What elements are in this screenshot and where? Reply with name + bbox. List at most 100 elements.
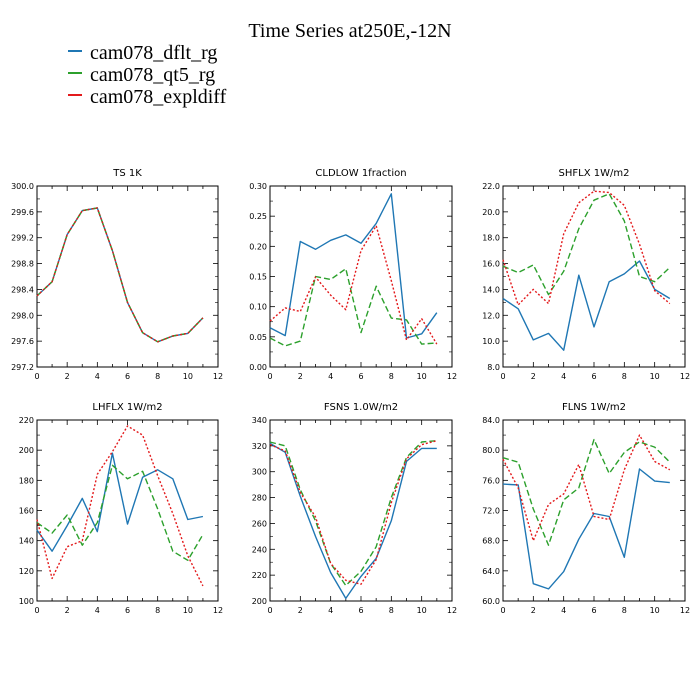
x-tick-label: 6 [358, 372, 363, 381]
legend-label-dflt: cam078_dflt_rg [90, 42, 218, 64]
x-tick-label: 8 [622, 606, 627, 615]
x-tick-label: 10 [183, 372, 193, 381]
x-tick-label: 4 [561, 606, 566, 615]
y-tick-label: 297.2 [11, 363, 34, 372]
x-tick-label: 2 [531, 372, 536, 381]
chart-title: Time Series at250E,-12N [248, 20, 452, 42]
panel-ts: TS 1K 0 2 4 6 8 10 12 297.2 297.6 298.0 298.4 298.8 2… [11, 168, 223, 381]
y-tick-label: 260 [252, 519, 267, 528]
panel-lhflx: LHFLX 1W/m2 0 2 4 6 8 10 12 100 120 140 160 180 200 22… [19, 402, 223, 615]
series-line-expldiff [36, 425, 204, 587]
y-tick-label: 68.0 [482, 537, 500, 546]
y-tick-label: 0.05 [249, 333, 267, 342]
y-tick-label: 299.2 [11, 234, 34, 243]
y-tick-label: 60.0 [482, 597, 500, 606]
y-tick-label: 200 [252, 597, 267, 606]
panel-title: TS 1K [112, 168, 142, 179]
series-line-expldiff [269, 440, 437, 585]
x-tick-label: 8 [389, 372, 394, 381]
y-tick-label: 0.00 [249, 363, 267, 372]
y-tick-label: 298.0 [11, 311, 34, 320]
plot-frame [36, 419, 219, 602]
series-line-expldiff [269, 225, 438, 345]
x-tick-label: 0 [267, 372, 272, 381]
y-tick-label: 100 [19, 597, 34, 606]
panel-title: FSNS 1.0W/m2 [324, 402, 398, 413]
y-tick-label: 76.0 [482, 476, 500, 485]
x-tick-label: 12 [680, 606, 690, 615]
series-line-dflt [269, 442, 437, 600]
y-tick-label: 298.8 [11, 260, 34, 269]
y-tick-label: 0.15 [249, 273, 267, 282]
x-tick-label: 2 [298, 372, 303, 381]
y-tick-label: 0.20 [249, 242, 267, 251]
x-tick-label: 12 [447, 372, 457, 381]
y-tick-label: 298.4 [11, 285, 34, 294]
y-tick-label: 8.0 [487, 363, 500, 372]
x-tick-label: 12 [213, 372, 223, 381]
y-tick-label: 280 [252, 494, 267, 503]
plot-frame [502, 185, 686, 368]
y-tick-label: 340 [252, 416, 267, 425]
legend-label-qt5: cam078_qt5_rg [90, 64, 216, 86]
y-tick-label: 300 [252, 468, 267, 477]
y-tick-label: 180 [19, 476, 34, 485]
x-tick-label: 10 [650, 606, 660, 615]
panel-shflx: SHFLX 1W/m2 0 2 4 6 8 10 12 8.0 10.0 12.0 14.0 16.0 1… [482, 168, 690, 381]
y-tick-label: 120 [19, 567, 34, 576]
x-tick-label: 10 [183, 606, 193, 615]
y-tick-label: 299.6 [11, 208, 34, 217]
panel-fsns: FSNS 1.0W/m2 0 2 4 6 8 10 12 200 220 240 260 280 300 3… [252, 402, 457, 615]
y-tick-label: 72.0 [482, 507, 500, 516]
x-tick-label: 10 [417, 606, 427, 615]
y-tick-label: 200 [19, 446, 34, 455]
x-tick-label: 8 [155, 606, 160, 615]
y-tick-label: 297.6 [11, 337, 34, 346]
y-tick-label: 14.0 [482, 285, 500, 294]
legend-swatch-expldiff [68, 94, 82, 96]
x-tick-label: 6 [125, 372, 130, 381]
x-tick-label: 4 [328, 372, 333, 381]
x-tick-label: 4 [328, 606, 333, 615]
legend-item-qt5: cam078_qt5_rg [68, 64, 226, 86]
x-tick-label: 8 [389, 606, 394, 615]
y-tick-label: 240 [252, 545, 267, 554]
panel-title: LHFLX 1W/m2 [92, 402, 162, 413]
y-tick-label: 10.0 [482, 337, 500, 346]
y-tick-label: 140 [19, 537, 34, 546]
series-line-expldiff [36, 207, 204, 343]
y-tick-label: 80.0 [482, 446, 500, 455]
x-tick-label: 2 [65, 606, 70, 615]
legend-item-dflt: cam078_dflt_rg [68, 42, 226, 64]
series-line-dflt [36, 452, 204, 552]
x-tick-label: 0 [500, 372, 505, 381]
y-tick-label: 0.30 [249, 182, 267, 191]
x-tick-label: 4 [561, 372, 566, 381]
y-tick-label: 20.0 [482, 208, 500, 217]
x-tick-label: 6 [591, 372, 596, 381]
panel-flns: FLNS 1W/m2 0 2 4 6 8 10 12 60.0 64.0 68.0 72.0 76.0 8… [482, 402, 690, 615]
y-tick-label: 22.0 [482, 182, 500, 191]
x-tick-label: 0 [267, 606, 272, 615]
y-tick-label: 18.0 [482, 234, 500, 243]
y-tick-label: 320 [252, 442, 267, 451]
x-tick-label: 8 [155, 372, 160, 381]
x-tick-label: 12 [447, 606, 457, 615]
y-tick-label: 160 [19, 507, 34, 516]
x-tick-label: 10 [417, 372, 427, 381]
series-line-qt5 [36, 464, 204, 561]
legend: cam078_dflt_rg cam078_qt5_rg cam078_expl… [68, 42, 226, 108]
series-line-expldiff [502, 434, 671, 542]
series-line-qt5 [269, 440, 437, 587]
x-tick-label: 0 [34, 372, 39, 381]
x-tick-label: 2 [298, 606, 303, 615]
x-tick-label: 6 [591, 606, 596, 615]
series-line-qt5 [269, 268, 437, 347]
legend-swatch-dflt [68, 50, 82, 52]
plot-frame [36, 185, 219, 368]
series-line-qt5 [502, 438, 671, 546]
plot-frame [269, 185, 453, 368]
x-tick-label: 12 [680, 372, 690, 381]
x-tick-label: 2 [531, 606, 536, 615]
